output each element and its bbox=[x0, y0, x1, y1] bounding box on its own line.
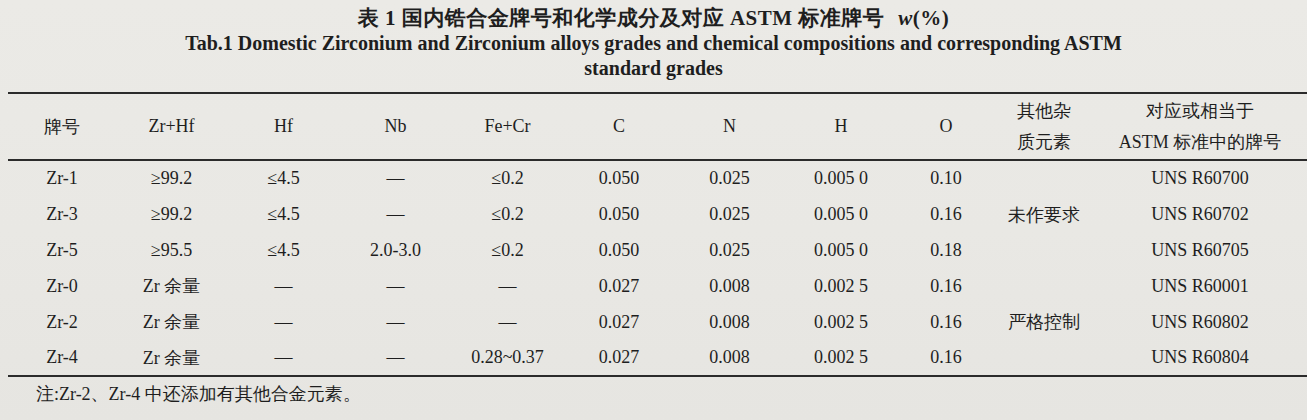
table-row-zr-3: Zr-3 ≥99.2 ≤4.5 — ≤0.2 0.050 0.025 0.005… bbox=[8, 196, 1307, 232]
cell-hf: ≤4.5 bbox=[227, 160, 340, 196]
cell-astm: UNS R60702 bbox=[1093, 196, 1307, 232]
impurity-group-not-required: 未作要求 bbox=[995, 160, 1093, 268]
unit-percent: (%) bbox=[913, 6, 950, 30]
cell-h: 0.005 0 bbox=[785, 196, 897, 232]
cell-zr-hf: ≥99.2 bbox=[116, 160, 227, 196]
cell-zr-hf: ≥95.5 bbox=[116, 232, 227, 268]
cell-grade: Zr-1 bbox=[8, 160, 116, 196]
cell-nb: — bbox=[340, 268, 451, 304]
header-hf: Hf bbox=[227, 93, 340, 160]
unit-symbol: w bbox=[898, 6, 913, 30]
cell-fe-cr: ≤0.2 bbox=[451, 196, 564, 232]
cell-hf: — bbox=[227, 304, 340, 340]
impurity-group-strict-control: 严格控制 bbox=[995, 268, 1093, 376]
cell-n: 0.008 bbox=[674, 304, 785, 340]
cell-n: 0.025 bbox=[674, 196, 785, 232]
table-title-en-line1: Tab.1 Domestic Zirconium and Zirconium a… bbox=[0, 31, 1307, 56]
cell-astm: UNS R60802 bbox=[1093, 304, 1307, 340]
header-other-impurities-line2: 质元素 bbox=[995, 127, 1093, 158]
cell-o: 0.16 bbox=[897, 196, 995, 232]
cell-nb: — bbox=[340, 304, 451, 340]
table-row-zr-0: Zr-0 Zr 余量 — — — 0.027 0.008 0.002 5 0.1… bbox=[8, 268, 1307, 304]
cell-nb: 2.0-3.0 bbox=[340, 232, 451, 268]
cell-n: 0.008 bbox=[674, 340, 785, 376]
cell-h: 0.005 0 bbox=[785, 160, 897, 196]
table-row-zr-1: Zr-1 ≥99.2 ≤4.5 — ≤0.2 0.050 0.025 0.005… bbox=[8, 160, 1307, 196]
cell-c: 0.027 bbox=[564, 340, 674, 376]
header-nb: Nb bbox=[340, 93, 451, 160]
cell-grade: Zr-5 bbox=[8, 232, 116, 268]
table-title-zh: 表 1 国内锆合金牌号和化学成分及对应 ASTM 标准牌号 w(%) bbox=[0, 0, 1307, 31]
header-astm-line2: ASTM 标准中的牌号 bbox=[1093, 127, 1307, 158]
cell-grade: Zr-4 bbox=[8, 340, 116, 376]
header-row: 牌号 Zr+Hf Hf Nb Fe+Cr C N H O 其他杂 质元素 对应或… bbox=[8, 93, 1307, 160]
cell-n: 0.008 bbox=[674, 268, 785, 304]
header-n: N bbox=[674, 93, 785, 160]
table-title-unit: w(%) bbox=[898, 6, 949, 30]
cell-n: 0.025 bbox=[674, 160, 785, 196]
cell-c: 0.050 bbox=[564, 160, 674, 196]
cell-o: 0.16 bbox=[897, 340, 995, 376]
cell-c: 0.050 bbox=[564, 232, 674, 268]
cell-c: 0.027 bbox=[564, 304, 674, 340]
cell-o: 0.16 bbox=[897, 304, 995, 340]
cell-astm: UNS R60804 bbox=[1093, 340, 1307, 376]
cell-fe-cr: — bbox=[451, 304, 564, 340]
header-zr-hf: Zr+Hf bbox=[116, 93, 227, 160]
cell-h: 0.005 0 bbox=[785, 232, 897, 268]
table-footnote: 注:Zr-2、Zr-4 中还添加有其他合金元素。 bbox=[0, 382, 1307, 406]
table-row-zr-2: Zr-2 Zr 余量 — — — 0.027 0.008 0.002 5 0.1… bbox=[8, 304, 1307, 340]
cell-nb: — bbox=[340, 340, 451, 376]
cell-fe-cr: ≤0.2 bbox=[451, 160, 564, 196]
cell-nb: — bbox=[340, 196, 451, 232]
table-title-zh-text: 表 1 国内锆合金牌号和化学成分及对应 ASTM 标准牌号 bbox=[358, 6, 885, 30]
header-fe-cr: Fe+Cr bbox=[451, 93, 564, 160]
cell-grade: Zr-0 bbox=[8, 268, 116, 304]
composition-table: 牌号 Zr+Hf Hf Nb Fe+Cr C N H O 其他杂 质元素 对应或… bbox=[8, 92, 1307, 377]
cell-zr-hf: ≥99.2 bbox=[116, 196, 227, 232]
cell-h: 0.002 5 bbox=[785, 304, 897, 340]
table-row-zr-5: Zr-5 ≥95.5 ≤4.5 2.0-3.0 ≤0.2 0.050 0.025… bbox=[8, 232, 1307, 268]
cell-astm: UNS R60705 bbox=[1093, 232, 1307, 268]
cell-h: 0.002 5 bbox=[785, 340, 897, 376]
scanned-paper-table: 表 1 国内锆合金牌号和化学成分及对应 ASTM 标准牌号 w(%) Tab.1 … bbox=[0, 0, 1307, 420]
cell-fe-cr: — bbox=[451, 268, 564, 304]
cell-c: 0.050 bbox=[564, 196, 674, 232]
cell-zr-hf: Zr 余量 bbox=[116, 340, 227, 376]
cell-n: 0.025 bbox=[674, 232, 785, 268]
cell-c: 0.027 bbox=[564, 268, 674, 304]
cell-zr-hf: Zr 余量 bbox=[116, 268, 227, 304]
cell-astm: UNS R60001 bbox=[1093, 268, 1307, 304]
cell-o: 0.18 bbox=[897, 232, 995, 268]
cell-hf: — bbox=[227, 268, 340, 304]
cell-hf: ≤4.5 bbox=[227, 232, 340, 268]
header-astm-equivalent: 对应或相当于 ASTM 标准中的牌号 bbox=[1093, 93, 1307, 160]
cell-o: 0.10 bbox=[897, 160, 995, 196]
cell-nb: — bbox=[340, 160, 451, 196]
cell-fe-cr: 0.28~0.37 bbox=[451, 340, 564, 376]
header-h: H bbox=[785, 93, 897, 160]
header-c: C bbox=[564, 93, 674, 160]
header-astm-line1: 对应或相当于 bbox=[1093, 96, 1307, 127]
cell-astm: UNS R60700 bbox=[1093, 160, 1307, 196]
header-other-impurities: 其他杂 质元素 bbox=[995, 93, 1093, 160]
table-row-zr-4: Zr-4 Zr 余量 — — 0.28~0.37 0.027 0.008 0.0… bbox=[8, 340, 1307, 376]
table-body: Zr-1 ≥99.2 ≤4.5 — ≤0.2 0.050 0.025 0.005… bbox=[8, 160, 1307, 376]
cell-hf: ≤4.5 bbox=[227, 196, 340, 232]
cell-h: 0.002 5 bbox=[785, 268, 897, 304]
cell-o: 0.16 bbox=[897, 268, 995, 304]
header-other-impurities-line1: 其他杂 bbox=[995, 96, 1093, 127]
cell-grade: Zr-3 bbox=[8, 196, 116, 232]
header-grade: 牌号 bbox=[8, 93, 116, 160]
cell-grade: Zr-2 bbox=[8, 304, 116, 340]
table-header: 牌号 Zr+Hf Hf Nb Fe+Cr C N H O 其他杂 质元素 对应或… bbox=[8, 93, 1307, 160]
cell-hf: — bbox=[227, 340, 340, 376]
cell-zr-hf: Zr 余量 bbox=[116, 304, 227, 340]
cell-fe-cr: ≤0.2 bbox=[451, 232, 564, 268]
table-title-en-line2: standard grades bbox=[0, 56, 1307, 81]
header-o: O bbox=[897, 93, 995, 160]
